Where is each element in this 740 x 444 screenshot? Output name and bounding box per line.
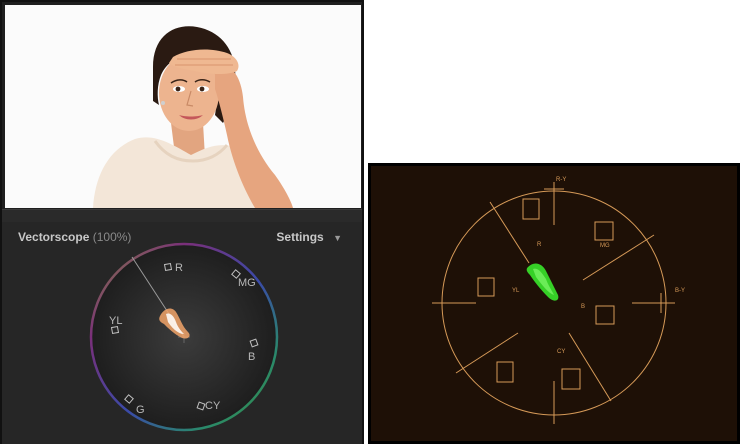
portrait-image — [5, 5, 361, 208]
settings-menu-button[interactable]: Settings ▼ — [276, 230, 342, 244]
vectorscope-title-label: Vectorscope — [18, 230, 90, 244]
target-label-cy-right: CY — [557, 349, 565, 355]
target-label-mg-right: MG — [600, 243, 610, 249]
axis-label-r-y: R-Y — [556, 177, 566, 183]
target-label-b: B — [248, 351, 255, 363]
target-label-mg: MG — [238, 277, 256, 289]
video-viewer[interactable] — [5, 5, 361, 208]
axis-label-b-y: B-Y — [675, 288, 685, 294]
vectorscope-title: Vectorscope (100%) — [18, 230, 131, 244]
vectorscope-display: R MG B CY G YL — [89, 242, 279, 432]
target-label-r: R — [175, 262, 183, 274]
panel-divider[interactable] — [2, 209, 362, 223]
target-label-r-right: R — [537, 242, 542, 248]
broadcast-vectorscope: R-Y B-Y R MG YL B CY — [368, 163, 740, 444]
target-label-cy: CY — [205, 400, 221, 412]
vectorscope-trace — [159, 308, 190, 339]
target-label-b-right: B — [581, 304, 585, 310]
chevron-down-icon: ▼ — [333, 233, 342, 243]
settings-label: Settings — [276, 230, 324, 244]
vectorscope-percent: (100%) — [92, 230, 132, 244]
video-app-panel: R MG B CY G YL Vectorscope (100%) Settin… — [0, 0, 364, 444]
broadcast-vectorscope-trace — [526, 263, 559, 301]
target-label-g: G — [136, 404, 145, 416]
vectorscope-panel: R MG B CY G YL Vectorscope (100%) Settin… — [2, 222, 362, 444]
target-label-yl: YL — [109, 315, 122, 327]
broadcast-vectorscope-graticule: R-Y B-Y R MG YL B CY — [368, 163, 740, 444]
target-label-yl-right: YL — [512, 288, 520, 294]
